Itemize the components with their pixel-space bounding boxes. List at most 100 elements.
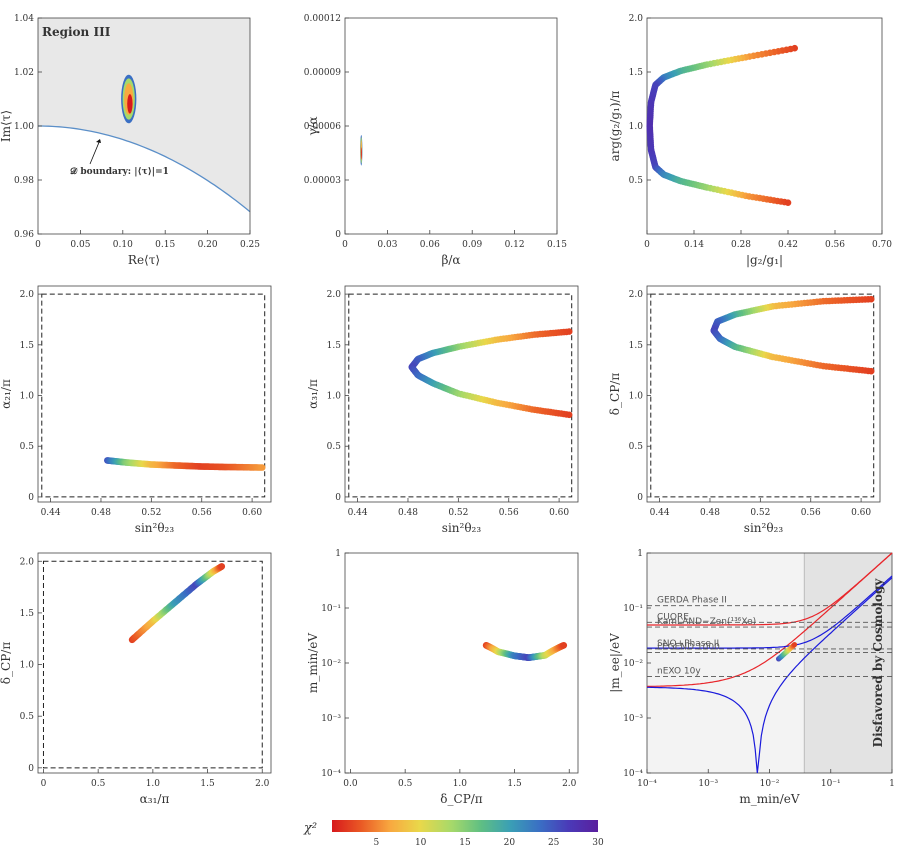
x-tick-label: 0 — [644, 240, 650, 250]
scatter-point — [784, 199, 792, 206]
y-tick-label: 1.00 — [14, 122, 34, 132]
colorbar-tick-label: 10 — [415, 838, 427, 848]
scatter-points — [482, 642, 568, 661]
y-tick-label: 1.02 — [14, 68, 34, 78]
x-tick-label: 0.28 — [731, 240, 751, 250]
x-tick-label: 0 — [342, 240, 348, 250]
x-tick-label: 10⁻⁴ — [637, 779, 657, 789]
x-tick-label: 0.48 — [91, 508, 111, 518]
x-axis-label: β/α — [441, 253, 460, 267]
x-tick-label: 0.09 — [462, 240, 482, 250]
x-axis-label: |g₂/g₁| — [746, 253, 783, 267]
x-tick-label: 0.56 — [825, 240, 845, 250]
plot-frame — [37, 552, 272, 774]
scatter-blob-core — [361, 147, 362, 160]
dashed-range-box — [650, 293, 875, 498]
y-tick-label: 2.0 — [629, 14, 644, 24]
x-axis-label: Re⟨τ⟩ — [128, 253, 160, 267]
x-tick-label: 0.12 — [505, 240, 525, 250]
panel-p2: 0 0.03 0.06 0.09 0.12 0.15 0 0.00003 0.00006 0.00… — [304, 14, 568, 267]
experiment-label: SNO+Phase II — [657, 639, 719, 649]
y-tick-label: 0.00009 — [304, 68, 341, 78]
experiment-label: GERDA Phase II — [657, 596, 727, 606]
x-tick-label: 1.0 — [453, 779, 468, 789]
y-tick-label: 0.98 — [14, 176, 34, 186]
y-axis-label: |m_ee|/eV — [608, 633, 622, 693]
dashed-range-box — [42, 560, 263, 769]
y-tick-label: 1.0 — [20, 661, 35, 671]
plot-frame — [37, 285, 272, 503]
x-tick-label: 0.48 — [700, 508, 720, 518]
experiment-label: CUORE — [657, 612, 689, 622]
plot-frame — [344, 552, 579, 774]
colorbar-tick-label: 25 — [548, 838, 560, 848]
x-tick-label: 0.56 — [801, 508, 821, 518]
chi2-colorbar: 5 10 15 20 25 30 χ² — [303, 820, 604, 848]
panel-p6: 0.44 0.48 0.52 0.56 0.60 0 0.5 1.0 1.5 2.0 sin²θ₂₃… — [608, 285, 881, 535]
x-tick-label: 2.0 — [562, 779, 577, 789]
y-tick-label: 0.96 — [14, 230, 34, 240]
y-tick-label: 1.04 — [14, 14, 34, 24]
x-tick-label: 0.20 — [198, 240, 218, 250]
scatter-point — [218, 563, 226, 570]
x-tick-label: 0.56 — [192, 508, 212, 518]
scatter-point — [791, 642, 798, 648]
y-tick-label: 2.0 — [20, 290, 35, 300]
colorbar-tick-label: 20 — [504, 838, 516, 848]
inverted-ordering-upper-curve — [647, 552, 893, 626]
plot-frame — [344, 285, 579, 503]
x-tick-label: 0.56 — [499, 508, 519, 518]
boundary-annotation: 𝒟 boundary: |⟨τ⟩|=1 — [70, 166, 169, 177]
plot-frame — [646, 285, 881, 503]
colorbar-tick-label: 30 — [592, 838, 604, 848]
scatter-point — [560, 642, 568, 649]
panel-p4: 0.44 0.48 0.52 0.56 0.60 0 0.5 1.0 1.5 2.0 sin²θ₂₃… — [0, 285, 272, 535]
colorbar-tick-label: 15 — [459, 838, 471, 848]
x-tick-label: 1.5 — [507, 779, 522, 789]
y-tick-label: 0.5 — [20, 442, 35, 452]
panel-p5: 0.44 0.48 0.52 0.56 0.60 0 0.5 1.0 1.5 2.0 sin²θ₂₃… — [306, 285, 579, 535]
x-tick-label: 0.15 — [547, 240, 567, 250]
x-tick-label: 0.0 — [343, 779, 358, 789]
y-tick-label: 0 — [28, 764, 34, 774]
y-tick-label: 0.5 — [629, 442, 644, 452]
y-tick-label: 0.5 — [327, 442, 342, 452]
x-tick-label: 0 — [41, 779, 47, 789]
x-tick-label: 10⁻³ — [698, 779, 718, 789]
y-tick-label: 2.0 — [629, 290, 644, 300]
x-tick-label: 0.44 — [650, 508, 670, 518]
x-tick-label: 0.48 — [398, 508, 418, 518]
y-tick-label: 10⁻² — [623, 659, 643, 669]
y-tick-label: 10⁻² — [321, 659, 341, 669]
y-axis-label: α₂₁/π — [0, 379, 13, 409]
y-tick-label: 1.0 — [327, 392, 342, 402]
y-tick-label: 0 — [637, 493, 643, 503]
x-axis-label: δ_CP/π — [440, 792, 483, 806]
x-tick-label: 0.44 — [41, 508, 61, 518]
y-tick-label: 2.0 — [20, 557, 35, 567]
domain-boundary-curve — [38, 125, 251, 213]
y-tick-label: 0.00003 — [304, 176, 341, 186]
cosmology-label: Disfavored by Cosmology — [871, 578, 885, 748]
x-axis-label: sin²θ₂₃ — [135, 521, 175, 535]
dashed-range-box — [348, 293, 573, 498]
scatter-point — [565, 411, 573, 419]
region-label: Region III — [42, 25, 111, 39]
x-tick-label: 1.0 — [146, 779, 161, 789]
x-axis-label: sin²θ₂₃ — [744, 521, 784, 535]
y-tick-label: 10⁻³ — [623, 714, 643, 724]
y-tick-label: 1 — [335, 549, 341, 559]
panel-p3: 0 0.14 0.28 0.42 0.56 0.70 0.5 1.0 1.5 2.0 |g₂/g₁|… — [608, 14, 892, 267]
scatter-points — [408, 328, 573, 419]
x-tick-label: 0.15 — [155, 240, 175, 250]
x-tick-label: 1 — [889, 779, 895, 789]
x-tick-label: 0.60 — [549, 508, 569, 518]
x-tick-label: 2.0 — [255, 779, 270, 789]
x-axis-label: sin²θ₂₃ — [442, 521, 482, 535]
scatter-blob-core — [127, 94, 133, 114]
y-tick-label: 1.5 — [327, 341, 342, 351]
y-tick-label: 0 — [335, 493, 341, 503]
dashed-range-box — [41, 293, 266, 498]
x-tick-label: 0.42 — [778, 240, 798, 250]
x-tick-label: 0.06 — [420, 240, 440, 250]
